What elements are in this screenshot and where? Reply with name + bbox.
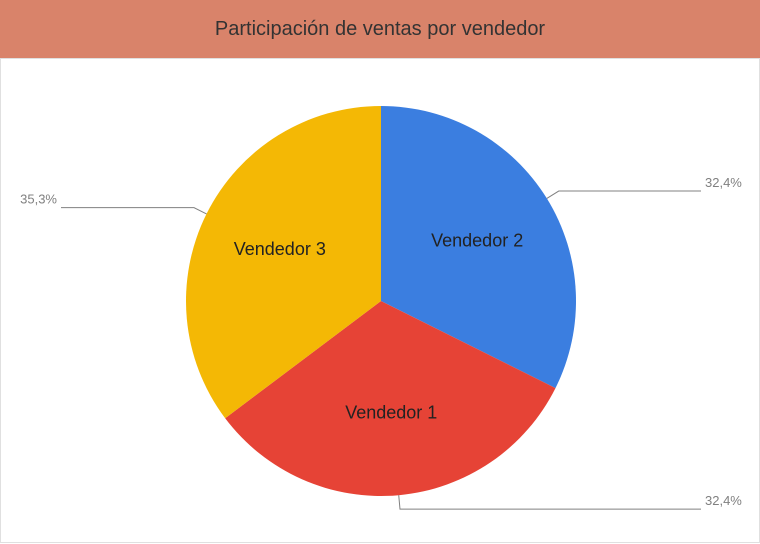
leader-line [547, 191, 701, 198]
chart-title-bar: Participación de ventas por vendedor [0, 0, 760, 58]
chart-area: Vendedor 2 32,4% Vendedor 1 32,4% Vendedor 3… [0, 58, 760, 543]
pie-chart: Vendedor 2 32,4% Vendedor 1 32,4% Vendedor 3… [1, 59, 760, 544]
chart-title: Participación de ventas por vendedor [215, 18, 545, 41]
leader-line [61, 208, 207, 214]
pct-label: 32,4% [705, 175, 742, 190]
slice-label: Vendedor 2 [431, 230, 523, 250]
pct-label: 32,4% [705, 493, 742, 508]
slice-label: Vendedor 1 [345, 402, 437, 422]
leader-line [399, 495, 701, 509]
slice-label: Vendedor 3 [234, 239, 326, 259]
pct-label: 35,3% [20, 192, 57, 207]
